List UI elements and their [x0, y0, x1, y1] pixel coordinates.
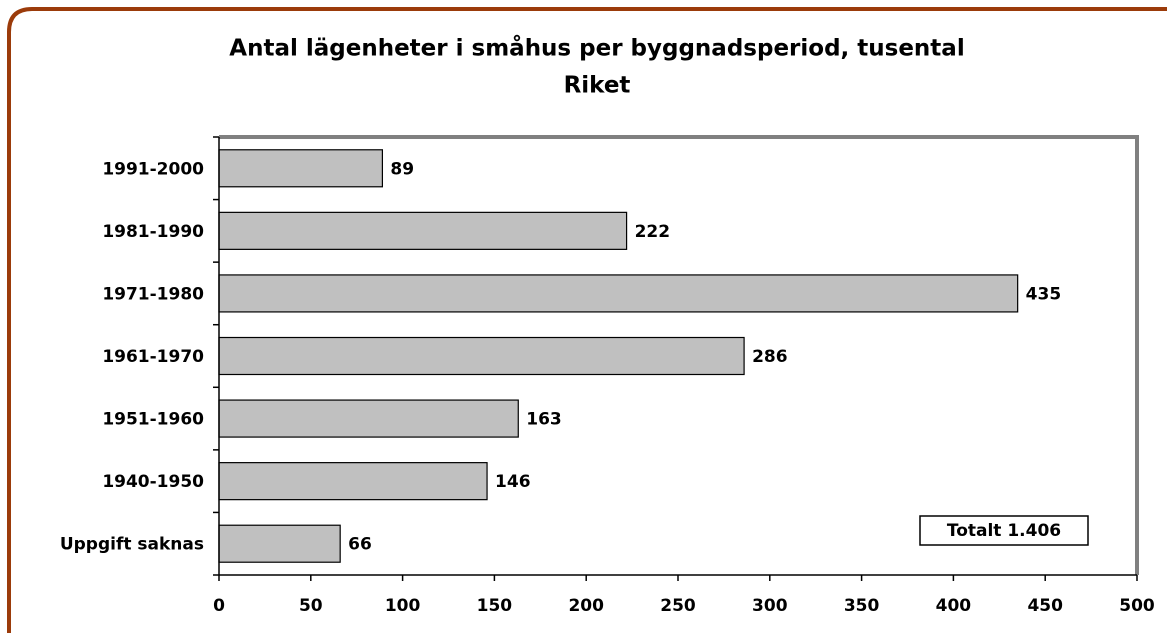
bar	[218, 336, 745, 376]
chart-subtitle: Riket	[564, 73, 631, 99]
y-tick-label: 1991-2000	[102, 159, 204, 179]
x-tick-label: 150	[477, 596, 513, 616]
y-tick-label: Uppgift saknas	[60, 535, 204, 555]
value-label: 222	[635, 222, 671, 242]
value-label: 435	[1026, 284, 1062, 304]
plot-border	[219, 135, 1139, 575]
value-label: 66	[348, 535, 372, 555]
x-tick-label: 200	[568, 596, 604, 616]
bar	[218, 149, 384, 188]
bar	[218, 274, 1019, 313]
value-label: 89	[390, 159, 414, 179]
value-label: 146	[495, 472, 531, 492]
bar	[218, 524, 341, 563]
annotation: Totalt 1.406	[947, 521, 1061, 541]
bar	[218, 399, 519, 438]
x-tick-label: 100	[385, 596, 421, 616]
x-tick-label: 350	[844, 596, 880, 616]
y-tick-label: 1940-1950	[102, 472, 204, 492]
x-tick-label: 0	[213, 596, 225, 616]
y-tick-label: 1951-1960	[102, 410, 204, 430]
y-tick-label: 1981-1990	[102, 222, 204, 242]
chart-title: Antal lägenheter i småhus per byggnadspe…	[229, 35, 964, 62]
y-tick-label: 1971-1980	[102, 284, 204, 304]
frame	[7, 7, 1167, 633]
x-tick-label: 250	[660, 596, 696, 616]
annotation-box	[919, 515, 1089, 546]
x-tick-label: 50	[299, 596, 323, 616]
y-tick-label: 1961-1970	[102, 347, 204, 367]
x-tick-label: 500	[1119, 596, 1155, 616]
value-label: 163	[526, 410, 562, 430]
bar	[218, 211, 628, 250]
x-tick-label: 450	[1027, 596, 1063, 616]
x-tick-label: 300	[752, 596, 788, 616]
value-label: 286	[752, 347, 788, 367]
x-tick-label: 400	[936, 596, 972, 616]
bar	[218, 462, 488, 501]
